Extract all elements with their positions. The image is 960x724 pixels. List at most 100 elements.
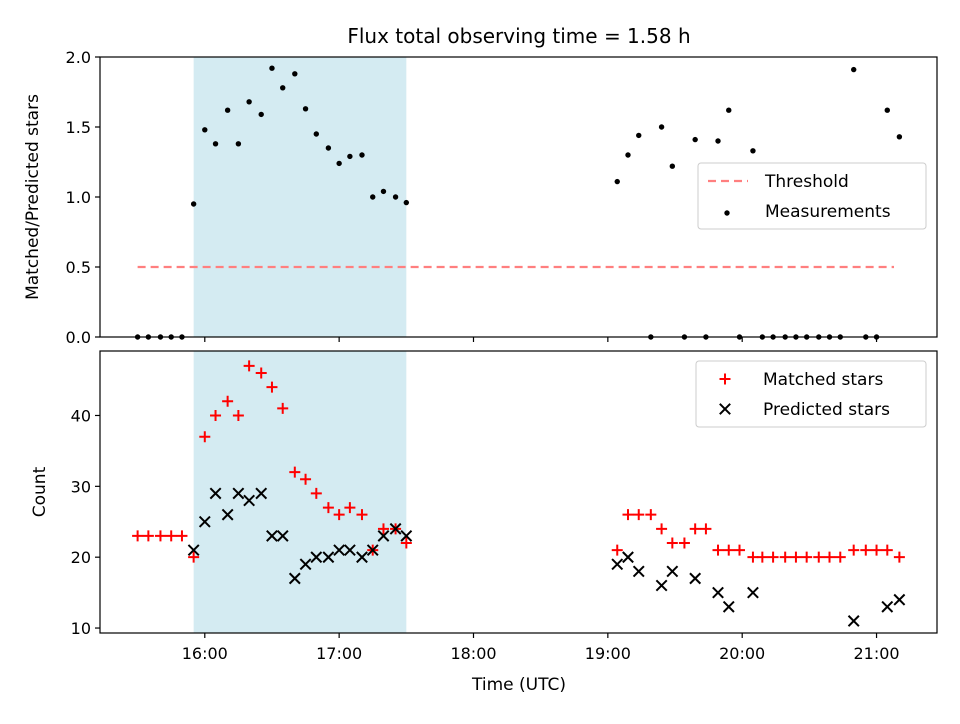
bottom-predicted-stars-marker bbox=[255, 487, 268, 500]
top-measurements-point bbox=[235, 141, 242, 147]
bottom-predicted-stars-marker bbox=[881, 600, 894, 613]
bottom-matched-stars-marker bbox=[188, 551, 200, 563]
bottom-matched-stars-marker bbox=[700, 523, 712, 535]
top-measurements-point bbox=[614, 178, 620, 185]
top-legend: Threshold Measurements bbox=[697, 162, 927, 230]
top-measurements-point bbox=[726, 107, 732, 113]
top-measurements-point bbox=[190, 201, 197, 207]
bottom-matched-stars-marker bbox=[322, 502, 334, 514]
bottom-matched-stars-marker bbox=[300, 473, 312, 485]
bottom-matched-stars-marker bbox=[723, 544, 735, 556]
bottom-predicted-stars-marker bbox=[187, 544, 200, 557]
top-legend-box bbox=[697, 162, 927, 230]
bottom-x-tick-label: 21:00 bbox=[853, 644, 899, 663]
bottom-predicted-stars-marker bbox=[343, 544, 356, 557]
top-panel: 0.0 0.5 1.0 1.5 2.0 Threshold Measurements bbox=[66, 48, 938, 347]
top-measurements-point bbox=[347, 153, 353, 160]
bottom-x-tick-label: 18:00 bbox=[450, 644, 496, 663]
top-legend-threshold-label: Threshold bbox=[764, 172, 849, 192]
bottom-predicted-stars-marker bbox=[722, 600, 735, 613]
bottom-matched-stars-marker bbox=[834, 551, 846, 563]
bottom-matched-stars-marker bbox=[881, 544, 893, 556]
bottom-matched-stars-marker bbox=[848, 544, 860, 556]
bottom-matched-stars-marker bbox=[712, 544, 724, 556]
bottom-matched-stars-marker bbox=[310, 487, 322, 499]
top-measurements-point bbox=[884, 107, 890, 113]
bottom-legend-matched-stars-swatch bbox=[719, 373, 731, 385]
bottom-x-tick-label: 17:00 bbox=[316, 644, 362, 663]
bottom-legend-matched-stars-label: Matched stars bbox=[763, 370, 883, 390]
bottom-observing-span bbox=[193, 351, 407, 633]
bottom-matched-stars-marker bbox=[377, 523, 389, 535]
bottom-predicted-stars-marker bbox=[712, 586, 724, 599]
bottom-matched-stars-marker bbox=[356, 509, 368, 521]
bottom-matched-stars-marker bbox=[333, 509, 345, 521]
bottom-matched-stars-marker bbox=[400, 537, 412, 549]
bottom-predicted-stars-marker bbox=[847, 615, 860, 627]
bottom-matched-stars-marker bbox=[154, 530, 166, 542]
bottom-legend: Matched stars Predicted stars bbox=[695, 360, 927, 428]
bottom-matched-stars-marker bbox=[860, 544, 872, 556]
bottom-x-tick-label: 20:00 bbox=[719, 644, 765, 663]
bottom-matched-stars-marker bbox=[255, 367, 267, 379]
bottom-predicted-stars-marker bbox=[266, 530, 278, 542]
bottom-x-tick-label: 19:00 bbox=[585, 644, 631, 663]
top-y-tick-label: 0.0 bbox=[66, 328, 91, 347]
bottom-matched-stars-marker bbox=[645, 509, 657, 521]
bottom-predicted-stars-marker bbox=[689, 572, 702, 585]
bottom-predicted-stars-marker bbox=[221, 508, 234, 521]
bottom-matched-stars-marker bbox=[289, 466, 301, 478]
top-measurements-point bbox=[202, 127, 208, 133]
bottom-matched-stars-marker bbox=[666, 537, 678, 549]
bottom-predicted-stars-marker bbox=[655, 579, 668, 592]
top-y-axis-label: Matched/Predicted stars bbox=[23, 94, 43, 300]
top-measurements-point bbox=[313, 131, 320, 137]
top-measurements-point bbox=[692, 136, 698, 143]
bottom-predicted-stars-marker bbox=[611, 558, 624, 571]
top-y-tick-label: 0.5 bbox=[66, 258, 91, 277]
bottom-legend-box bbox=[695, 360, 927, 428]
top-measurements-point bbox=[380, 188, 387, 195]
bottom-predicted-stars-marker bbox=[310, 551, 323, 564]
bottom-y-tick-label: 30 bbox=[71, 477, 91, 496]
bottom-matched-stars-marker bbox=[689, 523, 701, 535]
bottom-predicted-stars-marker bbox=[893, 593, 906, 606]
top-measurements-point bbox=[715, 138, 721, 144]
bottom-matched-stars-marker bbox=[277, 402, 289, 414]
bottom-matched-stars-marker bbox=[232, 409, 244, 421]
bottom-predicted-stars-marker bbox=[209, 487, 222, 500]
bottom-matched-stars-marker bbox=[813, 551, 825, 563]
bottom-legend-predicted-stars-label: Predicted stars bbox=[763, 400, 890, 420]
top-measurements-point bbox=[370, 194, 376, 200]
bottom-matched-stars-marker bbox=[871, 544, 883, 556]
top-measurements-point bbox=[851, 66, 857, 73]
bottom-matched-stars-marker bbox=[132, 530, 144, 542]
bottom-y-tick-label: 20 bbox=[71, 548, 91, 567]
bottom-panel: 10 20 30 40 16:00 17:00 18:00 19:00 20:00 21:00 Ma… bbox=[71, 350, 938, 663]
top-measurements-point bbox=[636, 132, 642, 139]
bottom-axes-frame bbox=[99, 350, 938, 634]
top-measurements-point bbox=[392, 194, 399, 200]
top-measurements-point bbox=[269, 65, 275, 71]
bottom-predicted-stars-marker bbox=[232, 487, 245, 500]
top-measurements-point bbox=[246, 99, 252, 105]
bottom-matched-stars-marker bbox=[611, 544, 623, 556]
bottom-predicted-stars-marker bbox=[276, 530, 289, 542]
bottom-predicted-stars-marker bbox=[632, 565, 645, 578]
top-measurements-point bbox=[336, 160, 342, 167]
bottom-matched-stars-marker bbox=[801, 551, 813, 563]
bottom-matched-stars-marker bbox=[222, 395, 234, 407]
bottom-matched-stars-marker bbox=[767, 551, 779, 563]
bottom-matched-stars-marker bbox=[266, 381, 278, 393]
chart-title: Flux total observing time = 1.58 h bbox=[347, 24, 690, 48]
bottom-matched-stars-marker bbox=[779, 551, 791, 563]
bottom-matched-stars-marker bbox=[142, 530, 154, 542]
bottom-predicted-stars-marker bbox=[288, 572, 301, 585]
bottom-predicted-stars-marker bbox=[333, 544, 346, 557]
top-measurements-point bbox=[258, 111, 264, 118]
top-y-tick-label: 1.5 bbox=[66, 118, 91, 137]
bottom-predicted-stars-marker bbox=[389, 522, 402, 535]
bottom-predicted-stars-marker bbox=[747, 586, 759, 599]
bottom-matched-stars-marker bbox=[344, 502, 356, 514]
